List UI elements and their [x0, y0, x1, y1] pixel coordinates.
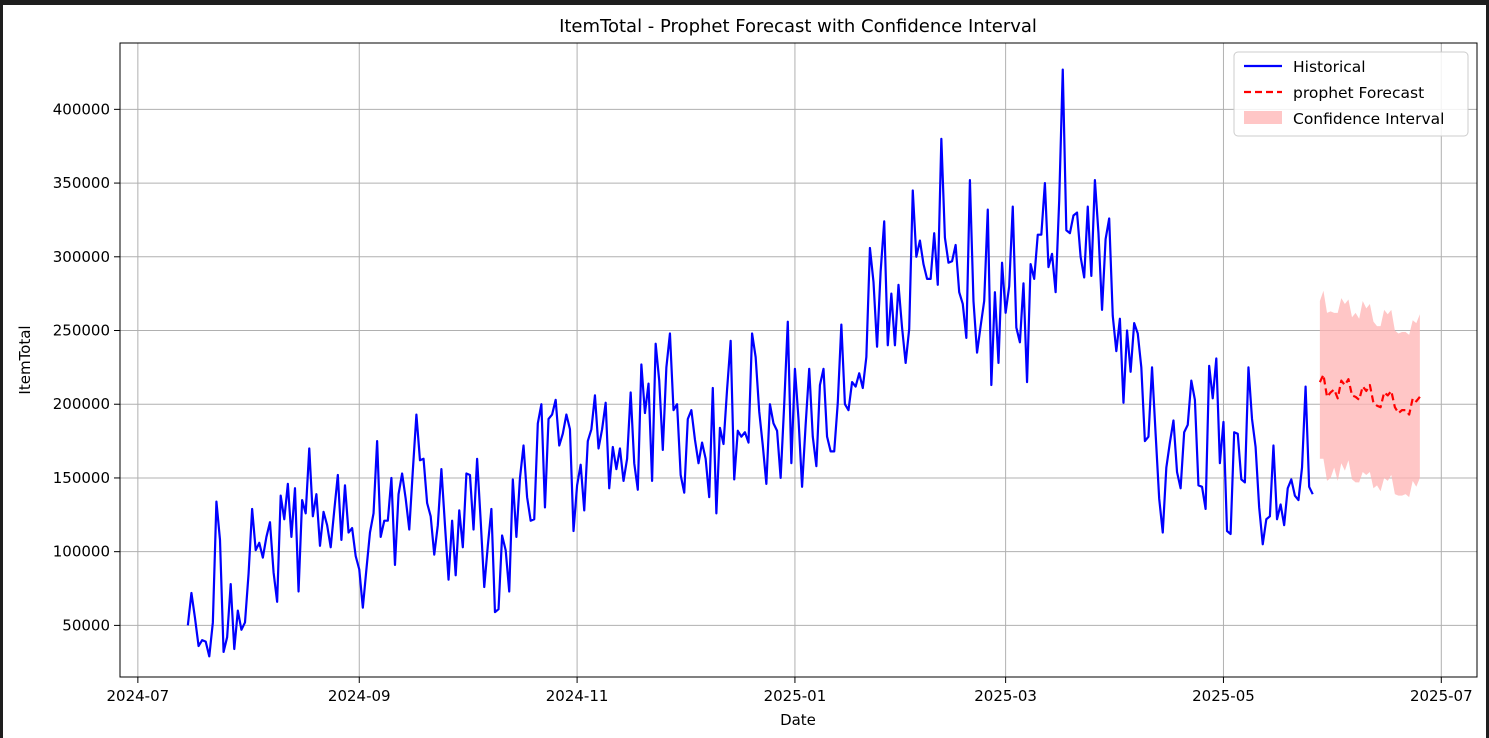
x-tick-label: 2025-03 [974, 687, 1037, 705]
legend: Historical prophet Forecast Confidence I… [1233, 51, 1469, 137]
legend-forecast-label: prophet Forecast [1293, 84, 1424, 102]
y-tick-label: 50000 [62, 616, 110, 634]
y-axis-label: ItemTotal [16, 325, 34, 394]
forecast-series-line [1318, 373, 1421, 416]
plot-area-border [119, 42, 1478, 678]
window-frame-top [0, 0, 1489, 5]
x-axis-label: Date [780, 711, 816, 729]
window-frame-left [0, 0, 3, 738]
window-frame-right [1486, 0, 1489, 738]
y-tick-label: 150000 [53, 469, 110, 487]
x-tick-label: 2024-09 [328, 687, 391, 705]
confidence-band-layer [1319, 290, 1420, 498]
legend-historical-label: Historical [1293, 58, 1366, 76]
historical-series-line [186, 68, 1314, 658]
y-tick-label: 350000 [53, 174, 110, 192]
x-tick-label: 2025-01 [764, 687, 827, 705]
legend-confidence-swatch [1244, 111, 1282, 124]
x-tick-label: 2025-07 [1410, 687, 1473, 705]
y-tick-label: 300000 [53, 248, 110, 266]
y-tick-label: 200000 [53, 395, 110, 413]
confidence-interval-band [1319, 290, 1420, 498]
y-tick-label: 100000 [53, 543, 110, 561]
x-tick-label: 2024-07 [107, 687, 170, 705]
grid-lines [120, 43, 1477, 677]
y-axis-ticks: 50000 100000 150000 200000 250000 300000 35000… [53, 100, 120, 634]
y-tick-label: 250000 [53, 322, 110, 340]
x-tick-label: 2025-05 [1192, 687, 1255, 705]
chart-title: ItemTotal - Prophet Forecast with Confid… [559, 16, 1037, 37]
y-tick-label: 400000 [53, 100, 110, 118]
series-lines-layer [186, 68, 1421, 658]
x-tick-label: 2024-11 [546, 687, 609, 705]
x-axis-ticks: 2024-07 2024-09 2024-11 2025-01 2025-03 2025-… [107, 677, 1473, 705]
legend-confidence-label: Confidence Interval [1293, 110, 1444, 128]
legend-box [1233, 51, 1469, 137]
